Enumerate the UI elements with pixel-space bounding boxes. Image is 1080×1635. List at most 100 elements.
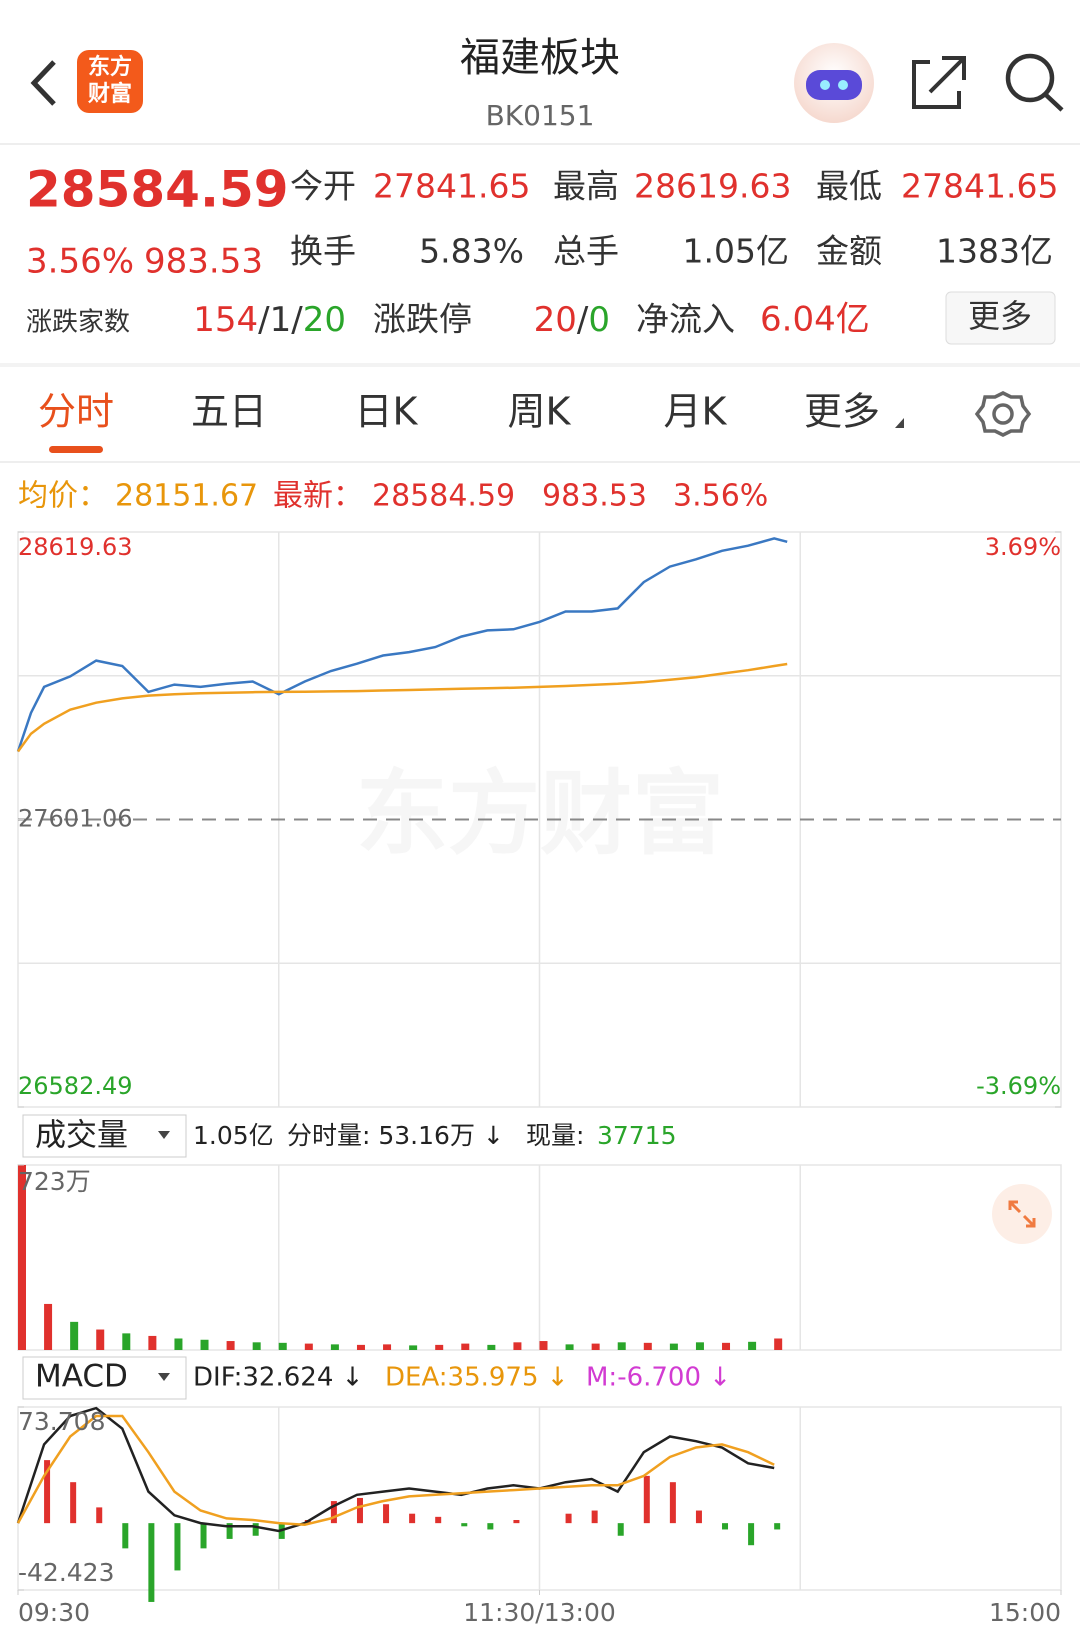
quote-label: 最高 [553,167,619,206]
volume-bar [748,1341,757,1350]
stat-part: 20 [534,300,577,340]
share-button[interactable] [912,56,966,109]
volume-bar [18,1165,26,1350]
macd-bar [356,1497,363,1524]
dropdown-indicator [158,1373,170,1381]
tab-underline [49,446,103,453]
y-tick-label: 26582.49 [18,1072,133,1100]
y-tick-label: 27601.06 [18,805,133,833]
macd-bar [487,1523,494,1530]
indicator-selector[interactable] [22,1356,187,1400]
tab[interactable]: 更多 [804,390,880,434]
quote-label: 金额 [816,232,882,271]
macd-bar [96,1507,103,1524]
tick-volume: 分时量: 53.16万 ↓ [287,1121,504,1150]
tab[interactable]: 日K [355,390,419,434]
price-line [16,537,788,752]
app-logo [77,50,143,113]
macd-bar [643,1475,650,1524]
macd-bar [252,1523,259,1536]
volume-bar [461,1343,470,1350]
stat-part: 154 [193,300,258,340]
volume-bar [669,1343,678,1350]
divider [0,363,1080,367]
quote-label: 总手 [553,232,619,271]
macd-bar [383,1504,390,1524]
more-button[interactable] [945,291,1056,345]
stat-part: 1 [270,300,292,340]
volume-bar [122,1333,131,1350]
indicator-name[interactable]: MACD [35,1359,128,1395]
volume-bar [278,1342,287,1350]
back-button[interactable] [30,60,56,106]
macd-bar [44,1460,51,1524]
tab[interactable]: 分时 [38,390,114,434]
y-tick-label: -42.423 [18,1558,115,1587]
breadth-label: 涨跌家数 [26,308,130,338]
macd-bar [748,1523,755,1546]
volume-bar [565,1344,574,1350]
tab[interactable]: 五日 [191,390,267,434]
y2-tick-label: -3.69% [976,1072,1061,1100]
macd-bar [591,1510,598,1524]
macd-bar [669,1482,676,1524]
settings-button[interactable] [974,391,1032,437]
tab[interactable]: 周K [508,390,572,434]
dea-label: DEA:35.975 ↓ [385,1363,569,1393]
macd-bar [435,1516,442,1524]
x-tick-label: 09:30 [18,1598,90,1627]
volume-bar [174,1338,183,1350]
tab[interactable]: 月K [664,390,728,434]
quote-value: 27841.65 [373,167,530,206]
quote-value: 1383亿 [936,232,1053,271]
quote-value: 28619.63 [634,167,791,206]
y-tick-label: 28619.63 [18,533,133,561]
y2-tick-label: 3.69% [985,533,1061,561]
y-tick-label: 73.708 [18,1407,105,1436]
m-label: M:-6.700 ↓ [586,1363,731,1393]
avatar[interactable] [794,43,874,123]
volume-bar [330,1344,339,1350]
search-button[interactable] [1005,53,1064,112]
dropdown-indicator [158,1131,170,1139]
volume-bar [487,1344,496,1350]
more-label[interactable]: 更多 [968,297,1032,335]
volume-bar [304,1343,313,1350]
macd-bar [722,1523,729,1530]
board-code: BK0151 [486,99,595,132]
volume-bar [70,1321,79,1350]
macd-bar [70,1482,77,1524]
info-value: 3.56% [673,479,768,514]
expand-button[interactable] [992,1184,1052,1244]
x-tick-label: 15:00 [989,1598,1061,1627]
volume-bar [591,1343,600,1350]
last-price: 28584.59 [26,161,289,219]
stat-part: 20 [303,300,346,340]
macd-bar [461,1523,468,1527]
change-value: 983.53 [144,242,263,282]
volume-bar [695,1342,704,1350]
watermark: 东方财富 [356,760,724,867]
info-value: 28584.59 [372,479,515,514]
volume-bar [643,1342,652,1350]
volume-bar [200,1339,209,1350]
info-value: 983.53 [542,479,647,514]
change-pct: 3.56% [26,242,134,282]
indicator-selector[interactable] [22,1114,187,1158]
volume-bar [435,1344,444,1350]
macd-bar [330,1501,337,1524]
volume-bar [383,1344,392,1350]
volume-bar [148,1335,157,1350]
stat-part: / [258,300,270,340]
macd-bar [122,1523,129,1549]
current-volume: 37715 [597,1121,677,1150]
macd-bar [565,1513,572,1524]
indicator-name[interactable]: 成交量 [35,1118,128,1154]
stat-value: 154/1/20 [193,300,346,340]
dropdown-indicator [895,418,904,428]
macd-bar [617,1523,624,1536]
current-label: 现量: [526,1121,584,1150]
volume-bar [539,1341,548,1350]
page-title: 福建板块 [460,35,620,81]
